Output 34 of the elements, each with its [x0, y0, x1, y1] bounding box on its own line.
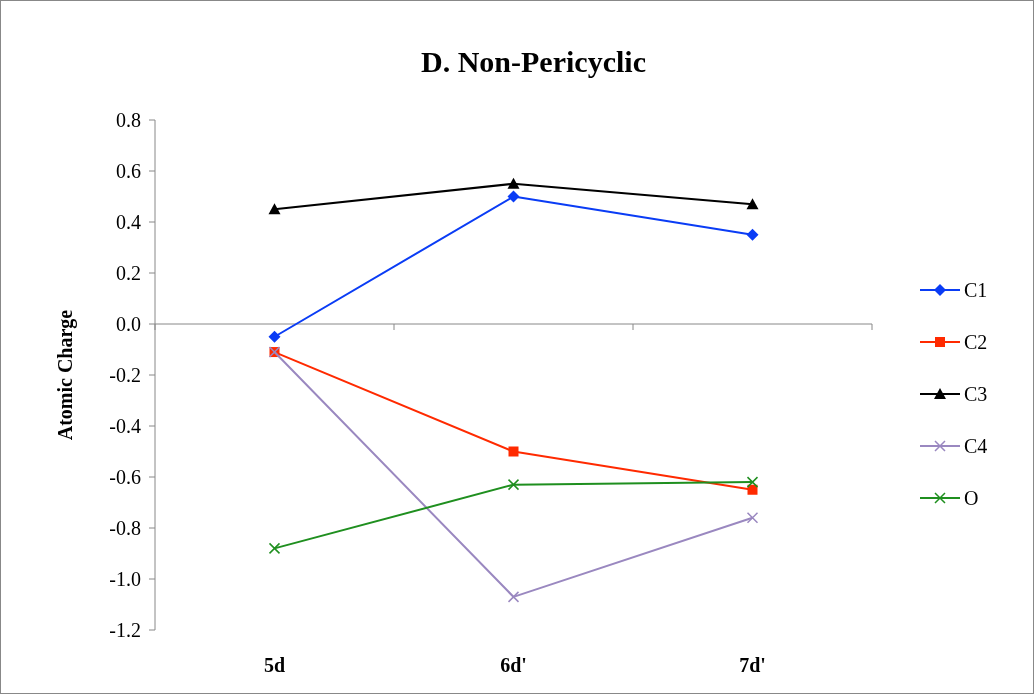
y-tick-label: -0.6 — [109, 466, 141, 488]
y-tick-label: -0.4 — [109, 415, 141, 437]
legend-label: C3 — [964, 383, 988, 405]
x-tick-label: 5d — [263, 654, 286, 676]
point — [268, 330, 281, 343]
point — [507, 190, 520, 203]
y-tick-label: -0.2 — [109, 364, 141, 386]
point — [268, 542, 281, 555]
legend-label: C1 — [964, 279, 988, 301]
point — [507, 591, 520, 603]
point — [746, 512, 759, 524]
y-axis-title: Atomic Charge — [54, 309, 77, 441]
y-tick-label: 0.8 — [116, 109, 141, 131]
point — [507, 177, 520, 189]
legend-label: O — [964, 487, 979, 509]
y-tick-label: -0.8 — [109, 517, 141, 539]
x-tick-label: 6d' — [500, 654, 527, 676]
legend-label: C4 — [964, 435, 988, 457]
point — [268, 203, 281, 215]
point — [746, 476, 759, 488]
point — [746, 228, 759, 241]
y-tick-label: 0.2 — [116, 262, 141, 284]
y-tick-label: -1.0 — [109, 568, 141, 590]
point — [507, 478, 520, 491]
x-tick-label: 7d' — [739, 654, 766, 676]
point — [508, 446, 519, 457]
point — [747, 484, 758, 495]
y-tick-label: 0.0 — [116, 313, 141, 335]
chart-title: D. Non-Pericyclic — [421, 45, 646, 78]
y-tick-label: -1.2 — [109, 619, 141, 641]
legend-label: C2 — [964, 331, 988, 353]
y-tick-label: 0.4 — [116, 211, 141, 233]
point — [746, 198, 759, 210]
y-tick-label: 0.6 — [116, 160, 141, 182]
